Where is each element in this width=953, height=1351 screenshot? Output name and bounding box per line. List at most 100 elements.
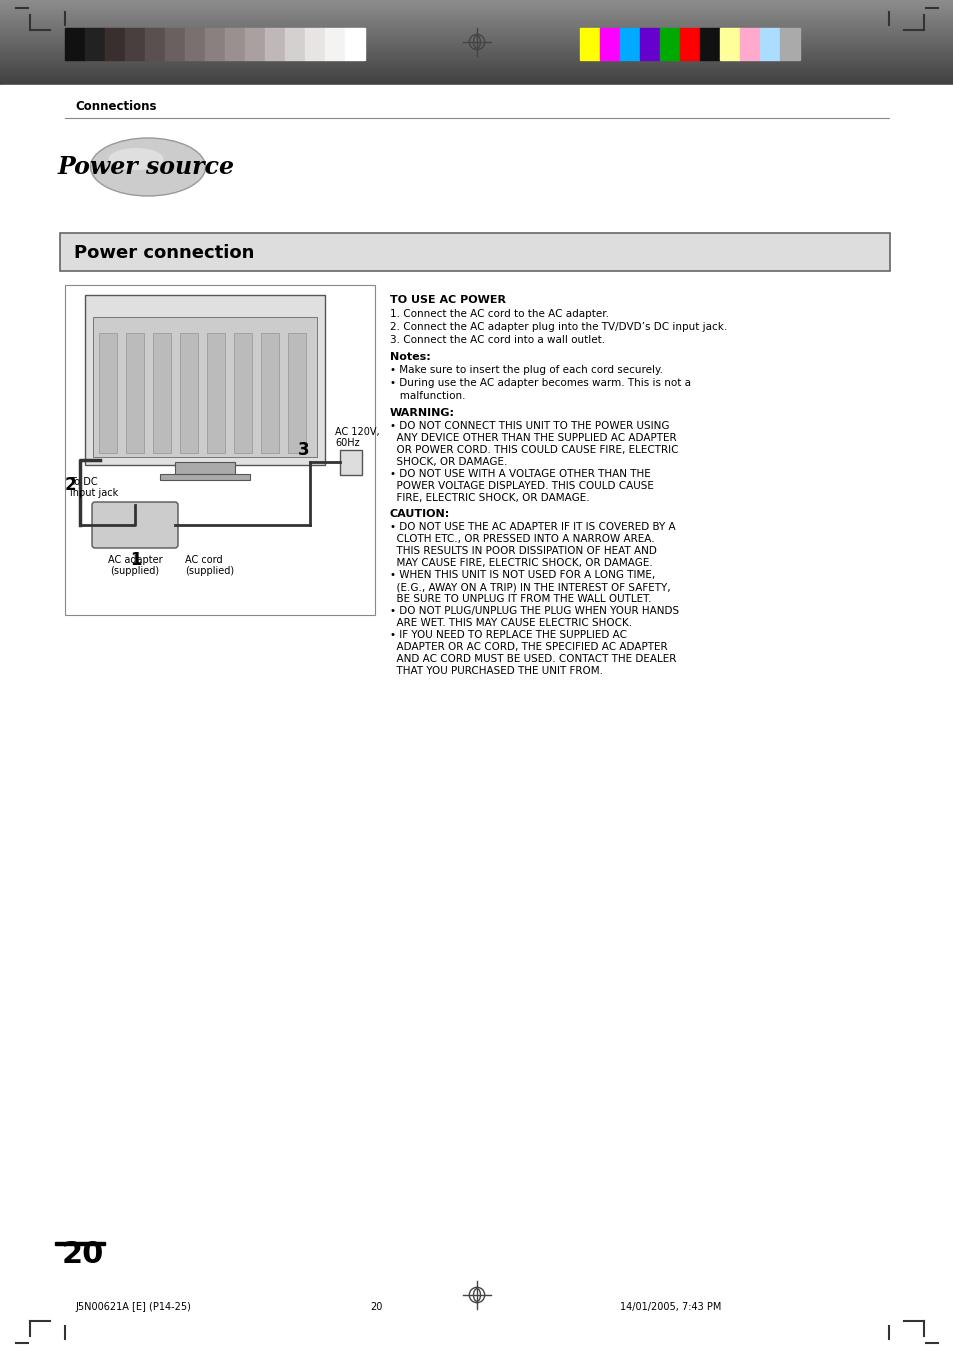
Bar [325, 28, 345, 59]
Bar [0, 27, 953, 28]
Bar [0, 14, 953, 15]
Bar [0, 26, 953, 27]
Text: J5N00621A [E] (P14-25): J5N00621A [E] (P14-25) [75, 1302, 191, 1312]
Bar [0, 34, 953, 35]
Bar [0, 41, 953, 42]
Text: 3. Connect the AC cord into a wall outlet.: 3. Connect the AC cord into a wall outle… [390, 335, 604, 345]
Text: (supplied): (supplied) [185, 566, 233, 576]
Bar [345, 28, 365, 59]
Bar [0, 72, 953, 73]
Text: Power source: Power source [57, 155, 234, 178]
Text: (supplied): (supplied) [111, 566, 159, 576]
Bar [0, 0, 953, 1]
Bar [0, 68, 953, 70]
Text: CLOTH ETC., OR PRESSED INTO A NARROW AREA.: CLOTH ETC., OR PRESSED INTO A NARROW ARE… [390, 534, 654, 544]
Bar [0, 53, 953, 54]
Bar [0, 46, 953, 47]
Bar [0, 73, 953, 74]
Bar [760, 28, 780, 59]
Bar [0, 54, 953, 57]
Bar [0, 74, 953, 77]
Bar [125, 28, 145, 59]
Text: • WHEN THIS UNIT IS NOT USED FOR A LONG TIME,: • WHEN THIS UNIT IS NOT USED FOR A LONG … [390, 570, 655, 580]
Bar [0, 38, 953, 39]
Bar [85, 295, 325, 465]
Bar [0, 57, 953, 58]
Bar [0, 24, 953, 26]
Bar [225, 28, 245, 59]
Bar [288, 332, 306, 453]
Bar [261, 332, 278, 453]
Bar [0, 49, 953, 51]
Bar [0, 59, 953, 61]
Text: 3: 3 [297, 440, 310, 459]
Text: AC cord: AC cord [185, 555, 222, 565]
Bar [160, 474, 250, 480]
Bar [0, 11, 953, 12]
Text: malfunction.: malfunction. [390, 390, 465, 401]
Bar [0, 22, 953, 24]
Bar [0, 5, 953, 7]
Text: AC adapter: AC adapter [108, 555, 162, 565]
Bar [0, 42, 953, 45]
Text: Power connection: Power connection [74, 245, 254, 262]
Bar [0, 51, 953, 53]
Bar [105, 28, 125, 59]
Bar [0, 35, 953, 38]
Text: 2: 2 [65, 476, 76, 494]
Bar [65, 285, 375, 615]
Text: 20: 20 [370, 1302, 382, 1312]
Bar [0, 15, 953, 18]
Bar [720, 28, 740, 59]
Bar [0, 1, 953, 4]
Bar [99, 332, 117, 453]
Text: • DO NOT USE WITH A VOLTAGE OTHER THAN THE: • DO NOT USE WITH A VOLTAGE OTHER THAN T… [390, 469, 650, 480]
Text: FIRE, ELECTRIC SHOCK, OR DAMAGE.: FIRE, ELECTRIC SHOCK, OR DAMAGE. [390, 493, 589, 503]
Text: 20: 20 [62, 1240, 104, 1269]
Text: To DC: To DC [70, 477, 97, 486]
Bar [0, 81, 953, 84]
Text: • IF YOU NEED TO REPLACE THE SUPPLIED AC: • IF YOU NEED TO REPLACE THE SUPPLIED AC [390, 630, 626, 640]
Text: TO USE AC POWER: TO USE AC POWER [390, 295, 505, 305]
Bar [0, 31, 953, 32]
Text: ADAPTER OR AC CORD, THE SPECIFIED AC ADAPTER: ADAPTER OR AC CORD, THE SPECIFIED AC ADA… [390, 642, 667, 653]
Bar [0, 77, 953, 78]
Bar [152, 332, 171, 453]
Bar [0, 45, 953, 46]
Bar [0, 78, 953, 80]
FancyBboxPatch shape [91, 503, 178, 549]
Bar [0, 65, 953, 66]
Text: 14/01/2005, 7:43 PM: 14/01/2005, 7:43 PM [619, 1302, 720, 1312]
Text: input jack: input jack [70, 488, 118, 499]
Bar [55, 1242, 105, 1246]
Bar [0, 39, 953, 41]
Text: • DO NOT USE THE AC ADAPTER IF IT IS COVERED BY A: • DO NOT USE THE AC ADAPTER IF IT IS COV… [390, 521, 675, 532]
Text: BE SURE TO UNPLUG IT FROM THE WALL OUTLET.: BE SURE TO UNPLUG IT FROM THE WALL OUTLE… [390, 594, 651, 604]
FancyBboxPatch shape [60, 232, 889, 272]
Bar [205, 28, 225, 59]
Bar [0, 18, 953, 19]
Bar [145, 28, 165, 59]
Text: (E.G., AWAY ON A TRIP) IN THE INTEREST OF SAFETY,: (E.G., AWAY ON A TRIP) IN THE INTEREST O… [390, 582, 670, 592]
Bar [740, 28, 760, 59]
Text: Notes:: Notes: [390, 353, 431, 362]
Bar [245, 28, 265, 59]
Bar [0, 80, 953, 81]
Bar [126, 332, 144, 453]
Bar [92, 317, 316, 457]
Text: 60Hz: 60Hz [335, 438, 359, 449]
Ellipse shape [91, 138, 205, 196]
Bar [285, 28, 305, 59]
Text: 1. Connect the AC cord to the AC adapter.: 1. Connect the AC cord to the AC adapter… [390, 309, 608, 319]
Text: • DO NOT CONNECT THIS UNIT TO THE POWER USING: • DO NOT CONNECT THIS UNIT TO THE POWER … [390, 422, 669, 431]
Bar [185, 28, 205, 59]
Text: OR POWER CORD. THIS COULD CAUSE FIRE, ELECTRIC: OR POWER CORD. THIS COULD CAUSE FIRE, EL… [390, 444, 678, 455]
Bar [0, 4, 953, 5]
Text: THIS RESULTS IN POOR DISSIPATION OF HEAT AND: THIS RESULTS IN POOR DISSIPATION OF HEAT… [390, 546, 657, 557]
Text: MAY CAUSE FIRE, ELECTRIC SHOCK, OR DAMAGE.: MAY CAUSE FIRE, ELECTRIC SHOCK, OR DAMAG… [390, 558, 652, 567]
Text: SHOCK, OR DAMAGE.: SHOCK, OR DAMAGE. [390, 457, 507, 467]
Bar [0, 66, 953, 68]
Bar [0, 28, 953, 31]
Bar [0, 70, 953, 72]
Text: • Make sure to insert the plug of each cord securely.: • Make sure to insert the plug of each c… [390, 365, 662, 376]
